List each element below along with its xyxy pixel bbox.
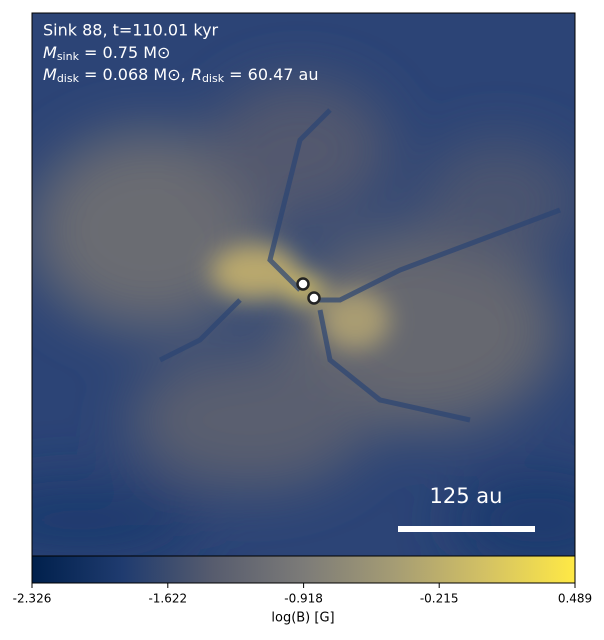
scale-bar	[398, 526, 535, 532]
sink-marker	[296, 277, 310, 291]
sink-marker	[307, 291, 321, 305]
colorbar-tick-label: -2.326	[13, 592, 52, 606]
annotation: sink	[57, 50, 80, 63]
annotation: M	[43, 43, 57, 62]
colorbar-tick-label: -0.918	[284, 592, 323, 606]
annotation: disk	[202, 72, 225, 85]
colorbar	[31, 555, 576, 584]
colorbar-tick-label: 0.489	[558, 592, 592, 606]
annotation: Mdisk = 0.068 M⊙, Rdisk = 60.47 au	[43, 65, 319, 86]
annotation: = 60.47 au	[224, 65, 318, 84]
colorbar-tick-label: -0.215	[420, 592, 459, 606]
annotation: = 0.75 M⊙	[79, 43, 171, 62]
colorbar-tick-label: -1.622	[148, 592, 187, 606]
scale-bar-label: 125 au	[430, 484, 503, 508]
annotation: = 0.068 M⊙,	[79, 65, 191, 84]
annotation: disk	[57, 72, 80, 85]
annotation: R	[191, 65, 202, 84]
colorbar-label: log(B) [G]	[271, 611, 334, 626]
annotation: Sink 88, t=110.01 kyr	[43, 21, 219, 40]
annotation: Msink = 0.75 M⊙	[43, 43, 170, 64]
field-image	[32, 13, 575, 556]
annotation: M	[43, 65, 57, 84]
